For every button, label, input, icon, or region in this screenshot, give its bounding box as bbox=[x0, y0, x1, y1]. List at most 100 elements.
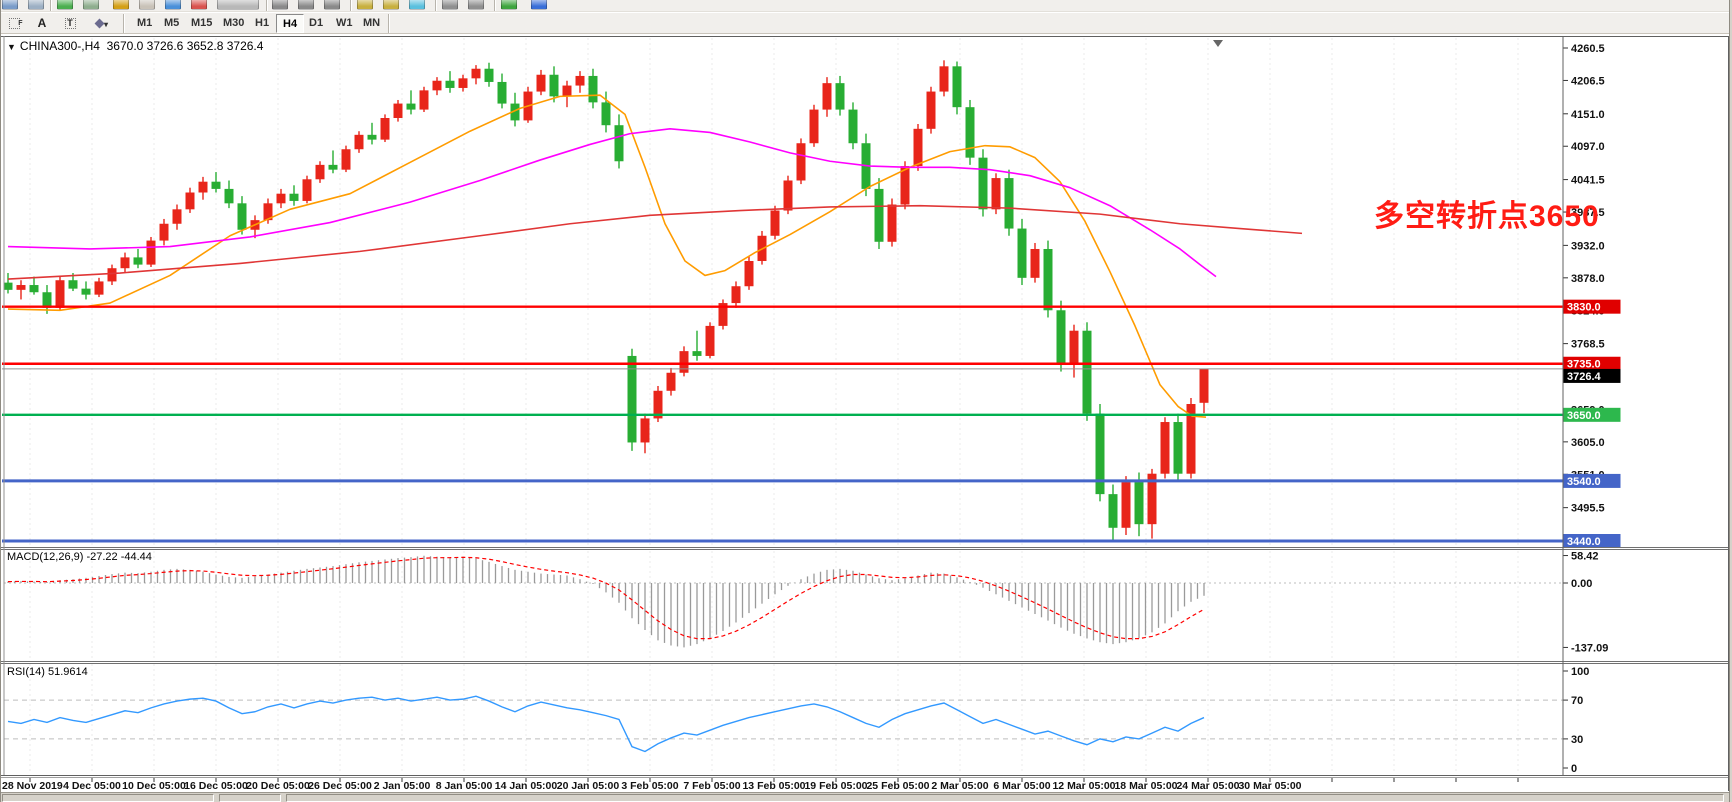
time-label: 18 Mar 05:00 bbox=[1114, 780, 1177, 792]
bar-chart-icon[interactable] bbox=[272, 0, 288, 10]
timeframe-button-m30[interactable]: M30 bbox=[223, 17, 245, 29]
timeframe-button-h1[interactable]: H1 bbox=[255, 17, 270, 29]
collapse-chart-icon[interactable]: ▼ bbox=[7, 42, 16, 52]
snap-grid-button[interactable]: F bbox=[3, 14, 25, 33]
timeframe-button-m1[interactable]: M1 bbox=[137, 17, 153, 29]
time-label: 3 Feb 05:00 bbox=[621, 780, 678, 792]
line-chart-icon[interactable] bbox=[324, 0, 340, 10]
profiles-icon[interactable] bbox=[57, 0, 73, 10]
svg-text:3987.5: 3987.5 bbox=[1571, 207, 1605, 219]
svg-text:3650.0: 3650.0 bbox=[1567, 410, 1601, 422]
svg-text:3726.4: 3726.4 bbox=[1567, 371, 1602, 383]
time-label: 20 Dec 05:00 bbox=[246, 780, 310, 792]
chart-shift-marker-icon[interactable] bbox=[1213, 40, 1223, 47]
timeframe-button-m5[interactable]: M5 bbox=[164, 17, 180, 29]
text-box-button[interactable]: T bbox=[59, 14, 81, 33]
macd-indicator-label: MACD(12,26,9) -27.22 -44.44 bbox=[7, 551, 152, 563]
ma-fast-line bbox=[7, 94, 1207, 419]
rsi-line bbox=[7, 695, 1205, 753]
time-label: 24 Mar 05:00 bbox=[1176, 780, 1239, 792]
zoom-in-icon[interactable] bbox=[357, 0, 373, 10]
vline-tool-icon[interactable] bbox=[468, 0, 484, 10]
svg-text:3735.0: 3735.0 bbox=[1567, 359, 1601, 371]
candle-chart-icon[interactable] bbox=[298, 0, 314, 10]
zoom-out-icon[interactable] bbox=[383, 0, 399, 10]
community-icon[interactable] bbox=[165, 0, 181, 10]
price-badge-3440.0 bbox=[1563, 534, 1621, 548]
level-lines[interactable] bbox=[2, 305, 1563, 543]
price-badge-3540.0 bbox=[1563, 473, 1621, 488]
timeframe-button-mn[interactable]: MN bbox=[363, 17, 381, 29]
svg-text:4041.5: 4041.5 bbox=[1571, 175, 1605, 187]
toolbar-separator bbox=[388, 14, 390, 33]
macd-pane bbox=[4, 555, 1563, 648]
timeframe-button-w1[interactable]: W1 bbox=[336, 17, 353, 29]
time-label: 25 Feb 05:00 bbox=[866, 780, 929, 792]
timeframe-button-d1[interactable]: D1 bbox=[309, 17, 324, 29]
macd-signal-line bbox=[7, 556, 1205, 640]
toolbar-separator bbox=[494, 0, 496, 11]
time-label: 28 Nov 2019 bbox=[2, 780, 63, 792]
svg-text:-137.09: -137.09 bbox=[1571, 642, 1608, 654]
price-axis[interactable]: 4260.5 4206.5 4151.0 4097.0 4041.5 3987.5 3932… bbox=[1563, 43, 1621, 775]
time-label: 26 Dec 05:00 bbox=[308, 780, 372, 792]
text-label-button[interactable]: A bbox=[37, 16, 47, 30]
svg-text:3878.0: 3878.0 bbox=[1571, 273, 1605, 285]
mail-icon[interactable] bbox=[139, 0, 155, 10]
svg-text:3605.0: 3605.0 bbox=[1571, 437, 1605, 449]
svg-text:3540.0: 3540.0 bbox=[1567, 476, 1601, 488]
chart-annotation-text[interactable]: 多空转折点3650 bbox=[1374, 200, 1600, 233]
time-label: 16 Dec 05:00 bbox=[184, 780, 248, 792]
svg-text:3768.5: 3768.5 bbox=[1571, 339, 1605, 351]
svg-text:3495.5: 3495.5 bbox=[1571, 503, 1605, 515]
svg-text:58.42: 58.42 bbox=[1571, 551, 1599, 563]
svg-text:0.00: 0.00 bbox=[1571, 578, 1592, 590]
svg-text:4151.0: 4151.0 bbox=[1571, 109, 1605, 121]
chart-window-icon[interactable] bbox=[83, 0, 99, 10]
svg-text:3440.0: 3440.0 bbox=[1567, 536, 1601, 548]
symbol-ohlc-text: CHINA300-,H4 3670.0 3726.6 3652.8 3726.4 bbox=[19, 39, 264, 53]
price-badge-3830.0 bbox=[1563, 299, 1621, 314]
hline-tool-icon[interactable] bbox=[442, 0, 458, 10]
time-label: 12 Mar 05:00 bbox=[1052, 780, 1115, 792]
tester-table-icon[interactable] bbox=[409, 0, 425, 10]
svg-text:4206.5: 4206.5 bbox=[1571, 75, 1605, 87]
time-label: 6 Mar 05:00 bbox=[993, 780, 1050, 792]
timeframe-button-h4[interactable]: H4 bbox=[276, 14, 305, 33]
new-chart-icon[interactable] bbox=[2, 0, 18, 10]
time-label: 20 Jan 05:00 bbox=[557, 780, 620, 792]
price-badge-3726.4 bbox=[1563, 368, 1621, 383]
svg-text:30: 30 bbox=[1571, 734, 1583, 746]
rsi-indicator-label: RSI(14) 51.9614 bbox=[7, 666, 88, 678]
timeframe-button-m15[interactable]: M15 bbox=[191, 17, 213, 29]
shapes-button[interactable]: ▾ bbox=[87, 14, 117, 33]
svg-text:100: 100 bbox=[1571, 666, 1589, 678]
price-badge-3735.0 bbox=[1563, 356, 1621, 371]
time-label: 2 Jan 05:00 bbox=[374, 780, 431, 792]
time-label: 4 Dec 05:00 bbox=[63, 780, 121, 792]
ma-medium-line bbox=[7, 128, 1217, 278]
refresh-icon[interactable] bbox=[531, 0, 547, 10]
add-indicator-icon[interactable] bbox=[501, 0, 517, 10]
svg-text:4260.5: 4260.5 bbox=[1571, 43, 1605, 55]
time-label: 7 Feb 05:00 bbox=[683, 780, 740, 792]
time-label: 30 Mar 05:00 bbox=[1238, 780, 1301, 792]
rsi-pane bbox=[4, 695, 1563, 753]
autotrading-icon[interactable] bbox=[191, 0, 207, 10]
toolbar-periods: F A T ▾ M1 M5 M15 M30 H1 H4 D1 W1 MN bbox=[0, 13, 1732, 34]
search-icon[interactable] bbox=[28, 0, 44, 10]
time-label: 14 Jan 05:00 bbox=[495, 780, 558, 792]
svg-text:4097.0: 4097.0 bbox=[1571, 141, 1605, 153]
toolbar-separator bbox=[123, 14, 125, 33]
toolbar-separator bbox=[435, 0, 437, 11]
grid-lines bbox=[29, 38, 1519, 774]
toolbar-separator bbox=[350, 0, 352, 11]
time-label: 2 Mar 05:00 bbox=[931, 780, 988, 792]
svg-text:3932.0: 3932.0 bbox=[1571, 240, 1605, 252]
new-order-icon[interactable] bbox=[217, 0, 259, 10]
indicators-icon[interactable] bbox=[113, 0, 129, 10]
